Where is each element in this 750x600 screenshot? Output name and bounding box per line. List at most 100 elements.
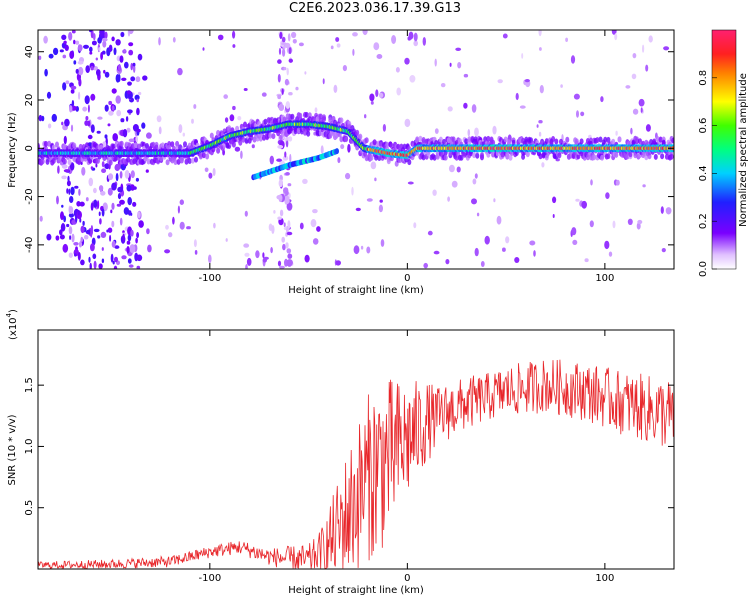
spectrogram-halo bbox=[62, 158, 67, 165]
spectrogram-halo bbox=[606, 136, 611, 143]
spectrogram-speckle bbox=[61, 204, 64, 208]
spectrogram-speckle bbox=[104, 71, 110, 78]
spectrogram-speckle bbox=[217, 34, 224, 41]
snr-y-label: SNR (10 * v/v) bbox=[7, 414, 18, 485]
spectrogram-halo bbox=[524, 136, 529, 143]
spectrogram-speckle bbox=[299, 222, 304, 230]
spectrogram-halo bbox=[402, 143, 407, 150]
spectrogram-speckle bbox=[320, 145, 324, 155]
spectrogram-speckle bbox=[97, 37, 102, 44]
spectrogram-speckle bbox=[497, 79, 503, 84]
spectrogram-speckle bbox=[287, 253, 293, 259]
spectrogram-speckle bbox=[333, 84, 338, 93]
spectrogram-halo bbox=[544, 138, 549, 145]
spectrogram-halo bbox=[151, 141, 156, 148]
spectrogram-speckle bbox=[560, 84, 563, 88]
spectrogram-speckle bbox=[98, 185, 104, 192]
spectrogram-speckle bbox=[97, 235, 101, 239]
spectrogram-speckle bbox=[541, 162, 545, 168]
spectrogram-speckle bbox=[244, 252, 250, 257]
snr-multiplier-close: ) bbox=[8, 309, 19, 313]
spectrogram-halo bbox=[467, 136, 472, 143]
spectrogram-speckle bbox=[53, 47, 59, 56]
spectrogram-speckle bbox=[145, 169, 149, 173]
spectrogram-halo bbox=[491, 139, 496, 146]
spectrogram-speckle bbox=[310, 219, 317, 228]
spectrogram-speckle bbox=[492, 125, 497, 135]
spectrogram-halo bbox=[209, 132, 214, 139]
spectrogram-speckle bbox=[282, 243, 286, 251]
spectrogram-speckle bbox=[645, 64, 649, 72]
spectrogram-speckle bbox=[288, 136, 293, 142]
spectrogram-halo bbox=[238, 139, 243, 146]
spectrogram-speckle bbox=[282, 155, 289, 161]
spectrogram-speckle bbox=[132, 186, 137, 190]
spectrogram-halo bbox=[364, 137, 369, 144]
spectrogram-speckle bbox=[126, 240, 131, 245]
spectrogram-speckle bbox=[98, 211, 101, 217]
spectrogram-speckle bbox=[614, 33, 618, 41]
spectrogram-halo bbox=[633, 152, 638, 159]
spectrogram-halo bbox=[298, 112, 303, 119]
spectrogram-halo bbox=[557, 152, 562, 159]
spectrogram-speckle bbox=[92, 253, 97, 260]
spectrogram-speckle bbox=[68, 252, 73, 258]
spectrogram-speckle bbox=[96, 69, 101, 77]
spectrogram-speckle bbox=[66, 223, 70, 228]
spectrogram-speckle bbox=[277, 260, 282, 267]
spectrogram-halo bbox=[480, 152, 484, 159]
spectrogram-speckle bbox=[474, 247, 479, 257]
spectrogram-speckle bbox=[630, 127, 633, 135]
spectrogram-speckle bbox=[448, 164, 455, 173]
spectrogram-y-tick-label: -40 bbox=[24, 237, 35, 253]
spectrogram-speckle bbox=[138, 220, 144, 228]
spectrogram-speckle bbox=[127, 258, 132, 264]
spectrogram-halo bbox=[344, 136, 349, 143]
spectrogram-speckle bbox=[102, 37, 108, 42]
spectrogram-speckle bbox=[128, 264, 134, 268]
colorbar-tick-label: 0.2 bbox=[698, 213, 709, 229]
spectrogram-speckle bbox=[46, 91, 52, 99]
spectrogram-speckle bbox=[135, 177, 139, 182]
spectrogram-speckle bbox=[90, 229, 93, 238]
spectrogram-speckle bbox=[287, 33, 291, 42]
spectrogram-speckle bbox=[474, 127, 479, 137]
spectrogram-speckle bbox=[336, 43, 341, 48]
spectrogram-speckle bbox=[90, 30, 94, 39]
spectrogram-speckle bbox=[73, 242, 79, 246]
spectrogram-speckle bbox=[136, 265, 141, 269]
spectrogram-speckle bbox=[70, 186, 75, 196]
spectrogram-speckle bbox=[660, 206, 664, 214]
spectrogram-speckle bbox=[355, 207, 361, 212]
spectrogram-halo bbox=[554, 138, 559, 145]
spectrogram-halo bbox=[475, 152, 480, 159]
spectrogram-speckle bbox=[374, 177, 377, 182]
spectrogram-speckle bbox=[312, 238, 319, 245]
spectrogram-speckle bbox=[47, 123, 52, 129]
spectrogram-speckle bbox=[351, 186, 354, 196]
spectrogram-speckle bbox=[493, 198, 496, 203]
spectrogram-halo bbox=[47, 140, 52, 147]
spectrogram-speckle bbox=[298, 42, 304, 47]
spectrogram-speckle bbox=[396, 87, 402, 96]
spectrogram-speckle bbox=[373, 42, 380, 51]
snr-x-tick-label: -100 bbox=[198, 573, 221, 584]
spectrogram-speckle bbox=[127, 197, 132, 206]
spectrogram-speckle bbox=[60, 223, 66, 232]
spectrogram-speckle bbox=[73, 60, 77, 65]
spectrogram-halo bbox=[472, 152, 477, 159]
spectrogram-speckle bbox=[117, 186, 124, 193]
spectrogram-branch bbox=[335, 148, 339, 155]
spectrogram-speckle bbox=[449, 62, 452, 67]
snr-y-tick-label: 1.0 bbox=[24, 438, 35, 454]
spectrogram-speckle bbox=[232, 30, 236, 39]
spectrogram-speckle bbox=[115, 95, 121, 104]
spectrogram-speckle bbox=[130, 76, 136, 82]
spectrogram-speckle bbox=[63, 169, 70, 173]
spectrogram-speckle bbox=[278, 103, 285, 111]
spectrogram-speckle bbox=[109, 234, 112, 242]
spectrogram-halo bbox=[160, 142, 165, 149]
spectrogram-speckle bbox=[379, 199, 383, 203]
spectrogram-speckle bbox=[345, 172, 351, 180]
spectrogram-speckle bbox=[85, 116, 89, 121]
